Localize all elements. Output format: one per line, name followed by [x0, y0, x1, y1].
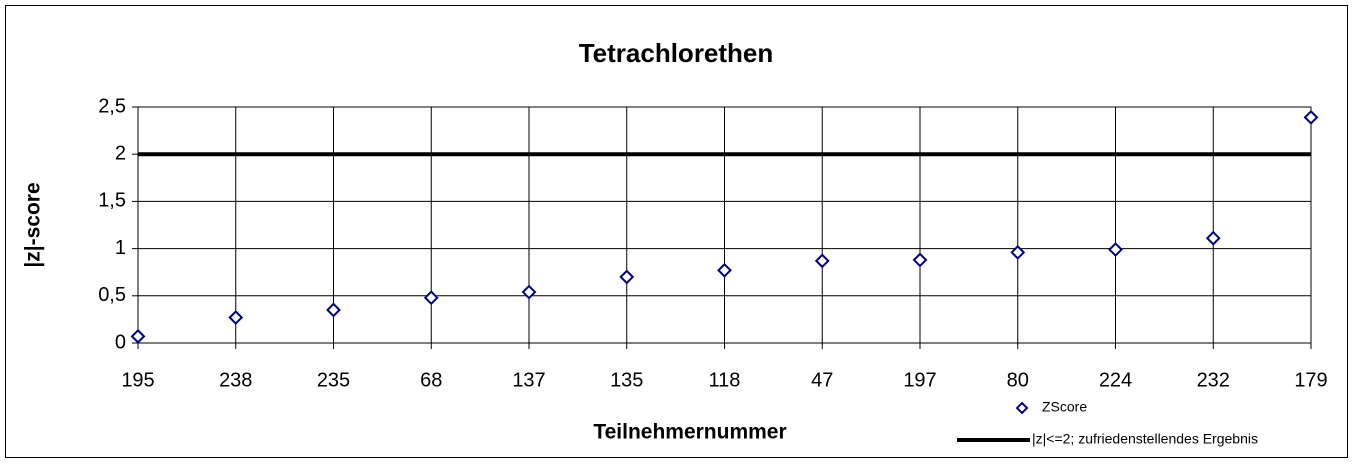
x-tick-label: 235	[317, 369, 350, 391]
point	[1108, 242, 1123, 257]
point	[1303, 109, 1319, 125]
x-tick-label: 179	[1294, 369, 1327, 391]
x-tick-label: 47	[811, 369, 833, 391]
x-tick-label: 232	[1197, 369, 1230, 391]
point	[619, 269, 635, 285]
point	[326, 302, 341, 318]
y-axis-label: |z|-score	[22, 182, 45, 267]
y-tick-label: 2,5	[98, 95, 126, 117]
point	[423, 290, 439, 306]
legend-label: ZScore	[1042, 399, 1087, 415]
x-tick-label: 68	[420, 369, 442, 391]
x-tick-label: 80	[1007, 369, 1029, 391]
x-axis-label: Teilnehmernummer	[593, 421, 786, 444]
point	[912, 252, 928, 268]
point	[1010, 244, 1026, 260]
x-tick-label: 135	[610, 369, 643, 391]
y-tick-label: 1	[115, 237, 126, 259]
point	[1205, 230, 1221, 246]
y-tick-label: 2	[115, 142, 126, 164]
legend-marker	[1015, 401, 1029, 415]
y-tick-label: 1,5	[98, 190, 126, 212]
x-tick-label: 137	[512, 369, 545, 391]
y-tick-label: 0,5	[98, 284, 126, 306]
point	[130, 328, 146, 344]
y-tick-label: 0	[115, 331, 126, 353]
point	[717, 262, 732, 278]
x-tick-label: 118	[709, 369, 741, 391]
x-tick-label: 195	[121, 369, 154, 391]
point	[814, 253, 830, 269]
x-tick-label: 197	[903, 369, 936, 391]
x-tick-label: 224	[1099, 369, 1132, 391]
point	[521, 284, 537, 300]
chart-title: Tetrachlorethen	[579, 38, 774, 68]
x-tick-label: 238	[219, 369, 252, 391]
point	[228, 310, 244, 325]
legend-label: |z|<=2; zufriedenstellendes Ergebnis	[1032, 431, 1258, 447]
